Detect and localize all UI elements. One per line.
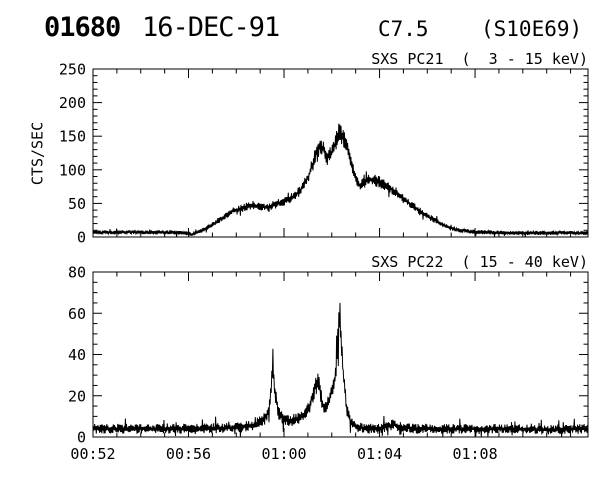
panel1-title: SXS PC21 ( 3 - 15 keV) [371, 50, 588, 68]
xtick-label: 01:04 [357, 445, 402, 463]
xtick-label: 01:08 [452, 445, 497, 463]
panel2-ytick-label: 80 [68, 264, 86, 282]
panel2-data-curve [92, 302, 589, 437]
event-date: 16-DEC-91 [142, 12, 280, 43]
solar-location: (S10E69) [481, 17, 583, 41]
panel2-title: SXS PC22 ( 15 - 40 keV) [371, 253, 588, 271]
panel1-ytick-label: 200 [59, 94, 86, 112]
panel2-ytick-label: 60 [68, 305, 86, 323]
event-number: 01680 [44, 12, 121, 43]
panel2-ytick-label: 20 [68, 387, 86, 405]
panel1-ytick-label: 100 [59, 161, 86, 179]
panel1-ytick-label: 50 [68, 195, 86, 213]
panel2-ytick-label: 0 [77, 429, 86, 447]
xtick-label: 00:52 [70, 445, 115, 463]
panel1-ytick-label: 150 [59, 128, 86, 146]
xtick-label: 01:00 [261, 445, 306, 463]
xtick-label: 00:56 [166, 445, 211, 463]
panel1-ytick-label: 0 [77, 229, 86, 247]
panel-1-plot: 0 50 100 150 200 250 [59, 61, 589, 247]
goes-class: C7.5 [378, 17, 429, 41]
panel-2-plot: 0 20 40 60 80 00:52 00:56 01:00 01:04 01:08 [68, 264, 589, 463]
panel1-ytick-label: 250 [59, 61, 86, 79]
panel1-data-curve [92, 123, 589, 237]
panel2-ytick-label: 40 [68, 346, 86, 364]
